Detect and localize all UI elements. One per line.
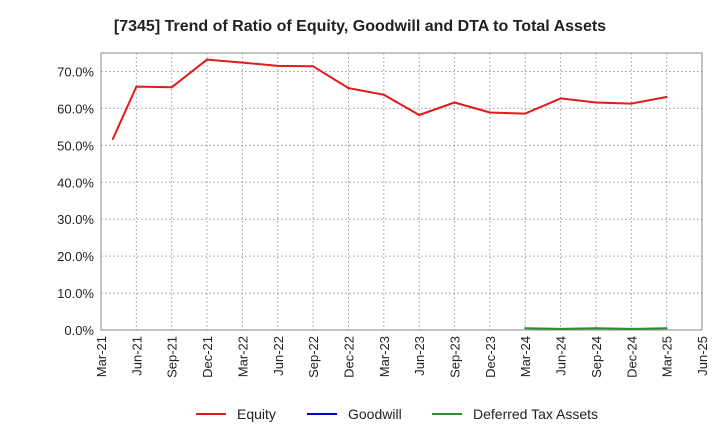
x-tick-label: Jun-21 [129, 336, 144, 376]
data-point-deferred-tax-assets [630, 327, 633, 330]
legend: Equity Goodwill Deferred Tax Assets [196, 406, 598, 422]
chart-title: [7345] Trend of Ratio of Equity, Goodwil… [114, 18, 606, 35]
data-point-equity [347, 87, 350, 90]
data-point-equity [524, 112, 527, 115]
x-tick-label: Sep-22 [306, 336, 321, 378]
x-tick-label: Jun-23 [412, 336, 427, 376]
x-tick-label: Mar-24 [518, 336, 533, 377]
x-tick-label: Sep-21 [165, 336, 180, 378]
series-lines [111, 58, 668, 330]
legend-label-goodwill: Goodwill [348, 406, 402, 422]
data-point-deferred-tax-assets [665, 327, 668, 330]
data-point-equity [170, 86, 173, 89]
x-tick-label: Mar-22 [235, 336, 250, 377]
legend-label-deferred-tax-assets: Deferred Tax Assets [473, 406, 598, 422]
y-tick-label: 50.0% [57, 138, 94, 153]
x-axis: Mar-21 Jun-21 Sep-21 Dec-21 Mar-22 Jun-22 Sep-… [94, 336, 710, 378]
data-point-equity [665, 95, 668, 98]
y-tick-label: 20.0% [57, 249, 94, 264]
data-point-deferred-tax-assets [524, 327, 527, 330]
y-tick-label: 10.0% [57, 286, 94, 301]
x-tick-label: Mar-25 [660, 336, 675, 377]
y-tick-label: 30.0% [57, 212, 94, 227]
x-tick-label: Mar-23 [377, 336, 392, 377]
data-point-equity [135, 85, 138, 88]
y-tick-label: 40.0% [57, 175, 94, 190]
y-axis: 0.0% 10.0% 20.0% 30.0% 40.0% 50.0% 60.0% 70.0% [57, 64, 94, 338]
x-tick-label: Jun-22 [271, 336, 286, 376]
data-point-equity [418, 114, 421, 117]
x-tick-label: Sep-24 [589, 336, 604, 378]
y-tick-label: 60.0% [57, 101, 94, 116]
y-tick-label: 70.0% [57, 64, 94, 79]
data-point-equity [559, 97, 562, 100]
x-tick-label: Sep-23 [448, 336, 463, 378]
data-point-equity [206, 58, 209, 61]
y-tick-label: 0.0% [64, 323, 94, 338]
x-tick-label: Jun-25 [695, 336, 710, 376]
x-tick-label: Dec-21 [200, 336, 215, 378]
grid [101, 53, 702, 330]
data-point-deferred-tax-assets [594, 327, 597, 330]
data-point-equity [111, 138, 114, 141]
plot-area [100, 52, 703, 331]
data-point-equity [453, 101, 456, 104]
data-point-equity [241, 61, 244, 64]
x-tick-label: Dec-24 [624, 336, 639, 378]
x-tick-label: Mar-21 [94, 336, 109, 377]
data-point-equity [276, 64, 279, 67]
data-point-equity [382, 93, 385, 96]
x-tick-label: Jun-24 [554, 336, 569, 376]
data-point-equity [312, 65, 315, 68]
x-tick-label: Dec-23 [483, 336, 498, 378]
data-point-equity [488, 111, 491, 114]
x-tick-label: Dec-22 [341, 336, 356, 378]
data-point-deferred-tax-assets [559, 327, 562, 330]
data-point-equity [594, 101, 597, 104]
legend-label-equity: Equity [237, 406, 276, 422]
data-point-equity [630, 102, 633, 105]
